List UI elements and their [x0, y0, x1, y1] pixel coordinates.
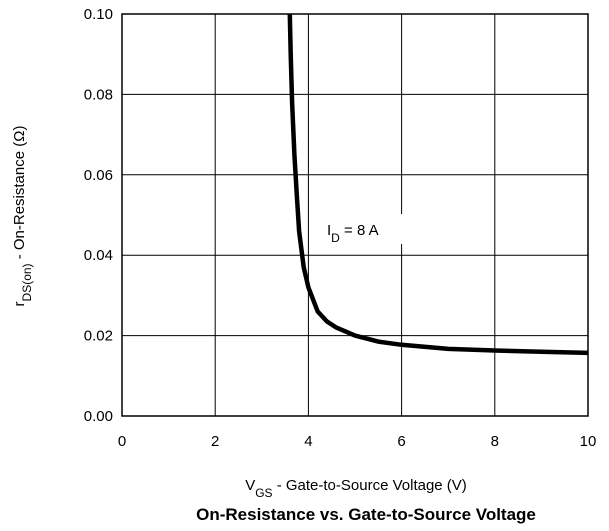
plot-frame — [121, 13, 589, 417]
y-tick-label: 0.08 — [84, 86, 113, 103]
x-axis-label-sub: GS — [255, 486, 272, 500]
x-tick-label: 10 — [580, 433, 597, 450]
y-tick-label: 0.10 — [84, 6, 113, 23]
annotation-sub: D — [331, 231, 340, 245]
y-tick-label: 0.00 — [84, 408, 113, 425]
series-line — [287, 13, 589, 356]
y-tick-label: 0.02 — [84, 328, 113, 345]
annotation-rest: = 8 A — [340, 222, 379, 239]
y-axis-label: rDS(on) - On-Resistance (Ω) — [11, 126, 34, 307]
annotation-background — [318, 214, 404, 244]
annotation-main: I — [327, 222, 331, 239]
x-axis-label-rest: - Gate-to-Source Voltage (V) — [273, 477, 467, 494]
tick-labels: 0 2 4 6 8 10 0.00 0.02 0.04 0.06 0.08 0.10 — [84, 6, 597, 450]
x-tick-label: 0 — [118, 433, 126, 450]
y-tick-label: 0.06 — [84, 167, 113, 184]
x-tick-label: 8 — [491, 433, 499, 450]
y-axis-label-sub: DS(on) — [20, 263, 34, 301]
y-tick-label: 0.04 — [84, 247, 113, 264]
series — [287, 13, 589, 356]
x-tick-label: 2 — [211, 433, 219, 450]
x-tick-label: 6 — [397, 433, 405, 450]
y-axis-label-rest: - On-Resistance (Ω) — [11, 126, 28, 264]
x-axis-label: VGS - Gate-to-Source Voltage (V) — [245, 477, 467, 500]
chart-title: On-Resistance vs. Gate-to-Source Voltage — [196, 505, 536, 524]
annotation-id: ID = 8 A — [327, 222, 379, 245]
x-tick-label: 4 — [304, 433, 312, 450]
y-axis-label-main: r — [11, 301, 28, 306]
x-axis-label-main: V — [245, 477, 255, 494]
